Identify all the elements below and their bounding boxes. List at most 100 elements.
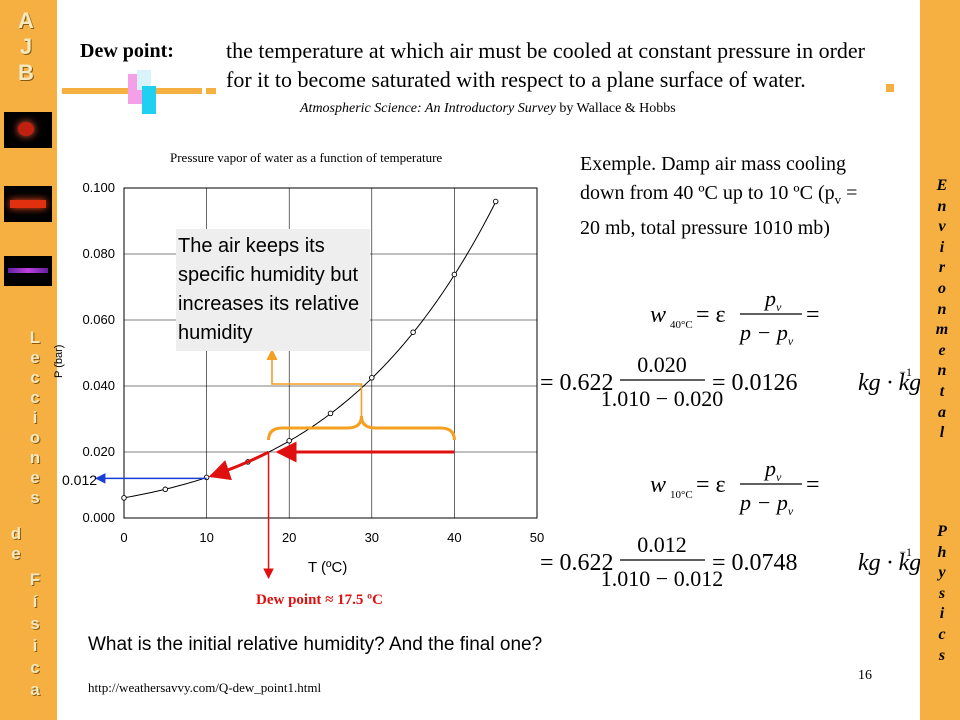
coef-2: = 0.622: [540, 550, 614, 576]
sidebar-letter: J: [19, 34, 33, 59]
sidebar-letter: e: [938, 341, 946, 359]
sidebar-letter: i: [939, 238, 945, 256]
sidebar-letter: c: [30, 368, 40, 387]
y-tick-label: 0.100: [82, 180, 115, 195]
sidebar-letter: e: [11, 544, 21, 563]
chart-annotations: [94, 348, 456, 580]
sidebar-letter: n: [937, 300, 947, 318]
equation-2: w 10°C = ε pv p − pv = = 0.622 0.012 1.0…: [540, 456, 920, 591]
decor-dash: [206, 88, 216, 94]
question-text: What is the initial relative humidity? A…: [88, 634, 543, 655]
sidebar-letter: L: [29, 328, 41, 347]
thumbnail-image-2: [4, 186, 52, 222]
pv-den-1: p − pv: [738, 320, 794, 348]
eps-eq-1: = ε: [696, 302, 726, 328]
sidebar-letter: m: [935, 321, 949, 339]
equals-2: =: [806, 472, 820, 498]
data-point: [451, 271, 458, 278]
sidebar-letter: c: [938, 626, 946, 643]
coef-1: = 0.622: [540, 370, 614, 396]
num-2: 0.012: [637, 532, 687, 557]
citation: Atmospheric Science: An Introductory Sur…: [300, 101, 676, 117]
w-subscript-2: 10°C: [670, 489, 693, 501]
w-symbol-1: w: [650, 302, 666, 328]
sidebar-letter: s: [938, 584, 946, 602]
citation-title: Atmospheric Science: An Introductory Sur…: [300, 101, 556, 116]
dew-point-label: Dew point ≈ 17.5 ºC: [256, 592, 383, 608]
sidebar-letter: d: [10, 524, 22, 543]
result-2: = 0.0748: [712, 550, 798, 576]
chart-ticks: 0 10 20 30 40 50 0.000 0.020 0.040 0.060 0.080 0.10…: [82, 180, 544, 545]
sidebar-letter: y: [938, 564, 946, 582]
x-tick-label: 10: [199, 530, 213, 545]
sidebar-letter: t: [939, 383, 945, 400]
decor-lightblue-block: [137, 70, 151, 90]
example-text: Exemple. Damp air mass cooling down from…: [580, 150, 880, 243]
source-url[interactable]: http://weathersavvy.com/Q-dew_point1.htm…: [88, 680, 322, 695]
sidebar-letter: n: [937, 362, 947, 380]
sidebar-letter: a: [30, 680, 40, 699]
sidebar-letter: l: [939, 424, 945, 442]
y-tick-label: 0.020: [82, 444, 115, 459]
data-point: [369, 375, 375, 381]
sidebar-letter: o: [938, 280, 946, 297]
equations-panel: w 40°C = ε pv p − pv = = 0.622 0.020 1.0…: [540, 286, 920, 591]
sidebar-letter: s: [30, 488, 40, 507]
equation-1: w 40°C = ε pv p − pv = = 0.622 0.020 1.0…: [540, 286, 920, 411]
sidebar-letter: v: [938, 218, 946, 236]
callout-connector: [266, 348, 363, 416]
x-tick-label: 20: [282, 530, 296, 545]
den-2: 1.010 − 0.012: [601, 566, 723, 591]
y-tick-label: 0.060: [82, 312, 115, 327]
units-exp-2: −1: [899, 545, 912, 559]
pv-den-2: p − pv: [738, 490, 794, 518]
chart-title: Pressure vapor of water as a function of…: [170, 150, 443, 165]
units-exp-1: −1: [899, 365, 912, 379]
den-1: 1.010 − 0.020: [601, 386, 723, 411]
plot-frame: [123, 187, 538, 519]
sidebar-letter: i: [939, 605, 945, 623]
decor-square: [886, 84, 894, 92]
w-symbol-2: w: [650, 472, 666, 498]
pv-num-2: pv: [763, 456, 782, 484]
right-sidebar: [920, 0, 960, 720]
sidebar-letter: r: [938, 259, 946, 277]
x-axis-label: T (ºC): [308, 559, 347, 576]
num-1: 0.020: [637, 352, 687, 377]
sidebar-letter: í: [32, 592, 38, 611]
y-axis-label: P (bar): [53, 345, 65, 378]
x-tick-label: 50: [530, 530, 544, 545]
data-point: [410, 329, 416, 335]
data-point: [162, 486, 169, 493]
callout-box: The air keeps its specific humidity but …: [176, 229, 370, 351]
pv-num-1: pv: [763, 286, 782, 314]
units-2: kg · kg: [858, 550, 920, 576]
example-text-start: Exemple. Damp air mass cooling down from…: [580, 153, 847, 204]
sidebar-letter: B: [18, 60, 34, 85]
sidebar-letter: P: [937, 523, 947, 540]
y-tick-label: 0.000: [82, 510, 115, 525]
chart-frame: [123, 187, 538, 519]
sidebar-letter: s: [938, 646, 946, 664]
data-point: [121, 495, 127, 501]
sidebar-letter: c: [30, 388, 40, 407]
sidebar-letter: c: [30, 658, 40, 677]
sidebar-letter: h: [937, 543, 947, 561]
units-1: kg · kg: [858, 370, 920, 396]
sidebar-letter: n: [937, 197, 947, 215]
sidebar-letter: e: [30, 348, 40, 367]
condensation-arrow: [208, 450, 270, 481]
example-text-end: = 20 mb, total pressure 1010 mb): [580, 182, 858, 239]
sidebar-letter: A: [18, 8, 34, 33]
term-heading: Dew point:: [80, 40, 174, 62]
sidebar-letter: i: [32, 636, 38, 655]
data-point: [327, 410, 334, 417]
sidebar-letter: s: [30, 614, 40, 633]
sidebar-letter: e: [30, 468, 40, 487]
example-subscript: v: [834, 192, 842, 207]
sidebar-letter: o: [29, 428, 41, 447]
sidebar-letter: F: [29, 570, 41, 589]
page-number: 16: [858, 668, 872, 683]
data-point: [286, 438, 292, 444]
